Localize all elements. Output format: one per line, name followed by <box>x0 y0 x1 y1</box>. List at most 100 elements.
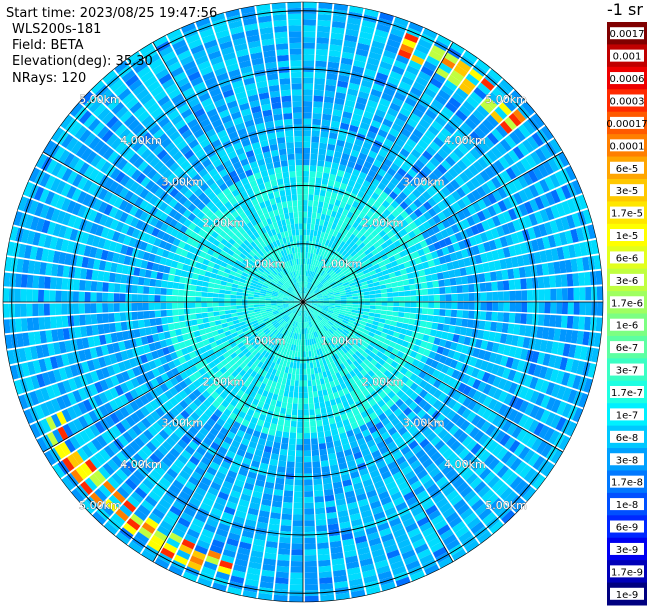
range-gate <box>323 346 329 353</box>
range-gate <box>298 386 303 393</box>
range-gate <box>513 324 521 335</box>
range-gate <box>487 205 497 217</box>
range-gate <box>305 295 310 301</box>
range-gate <box>469 148 481 160</box>
range-gate <box>166 316 174 324</box>
range-gate <box>336 317 343 322</box>
range-gate <box>401 323 409 330</box>
range-gate <box>550 369 560 383</box>
range-gate <box>410 86 423 97</box>
range-gate <box>306 309 310 316</box>
range-gate <box>400 210 409 219</box>
range-gate <box>446 436 457 448</box>
range-gate <box>555 274 562 288</box>
range-gate <box>496 365 506 377</box>
range-gate <box>382 361 391 370</box>
range-gate <box>219 284 226 290</box>
range-gate <box>396 321 403 328</box>
range-gate <box>318 262 323 269</box>
range-gate <box>380 314 387 320</box>
range-gate <box>334 296 341 299</box>
range-gate <box>363 295 370 299</box>
range-gate <box>303 293 305 300</box>
range-gate <box>177 296 184 302</box>
range-gate <box>392 291 399 297</box>
range-gate <box>507 323 515 334</box>
range-gate <box>556 288 563 301</box>
range-gate <box>259 302 266 305</box>
range-gate <box>383 386 392 395</box>
range-gate <box>512 498 526 513</box>
range-gate <box>432 193 442 204</box>
range-gate <box>319 277 325 283</box>
range-gate <box>448 424 460 436</box>
range-gate <box>358 274 366 280</box>
range-gate <box>536 326 544 339</box>
range-gate <box>309 314 313 321</box>
range-gate <box>450 285 458 294</box>
range-gate <box>373 263 380 270</box>
range-gate <box>464 539 480 553</box>
range-gate <box>380 310 387 315</box>
range-gate <box>472 160 484 173</box>
range-gate <box>329 303 335 306</box>
range-gate <box>311 218 316 225</box>
range-gate <box>593 255 602 270</box>
range-gate <box>480 292 487 301</box>
range-gate <box>388 243 396 251</box>
range-gate <box>491 311 498 322</box>
range-gate <box>339 290 346 294</box>
range-gate <box>312 385 318 392</box>
range-gate <box>136 294 143 302</box>
range-gate <box>379 366 387 374</box>
range-gate <box>501 419 513 433</box>
range-gate <box>330 32 344 40</box>
range-gate <box>297 351 301 358</box>
range-gate <box>561 403 573 418</box>
range-gate <box>486 149 498 163</box>
range-gate <box>425 321 433 329</box>
range-gate <box>316 305 323 309</box>
range-gate <box>356 231 363 239</box>
range-gate <box>321 291 328 295</box>
range-gate <box>316 536 329 544</box>
range-gate <box>527 363 537 376</box>
range-gate <box>414 242 423 251</box>
range-gate <box>381 293 388 298</box>
range-gate <box>378 229 387 238</box>
range-gate <box>314 189 321 196</box>
range-gate <box>376 460 387 470</box>
range-gate <box>424 564 440 576</box>
range-gate <box>389 102 401 112</box>
range-gate <box>190 284 197 291</box>
range-gate <box>455 109 468 122</box>
range-gate <box>399 402 409 412</box>
range-gate <box>396 112 409 123</box>
range-gate <box>363 308 370 313</box>
range-gate <box>378 148 388 158</box>
range-gate <box>315 236 320 243</box>
range-gate <box>560 216 570 231</box>
range-gate <box>387 365 395 373</box>
range-gate <box>314 490 324 497</box>
range-gate <box>107 303 114 313</box>
range-gate <box>360 473 371 482</box>
range-gate <box>461 318 469 327</box>
range-gate <box>340 295 347 298</box>
range-gate <box>310 277 314 284</box>
range-gate <box>434 519 448 531</box>
range-gate <box>422 458 434 469</box>
range-gate <box>306 258 310 265</box>
range-gate <box>330 192 338 200</box>
range-gate <box>561 200 572 215</box>
range-gate <box>495 124 508 138</box>
range-gate <box>310 159 318 166</box>
range-gate <box>323 272 329 279</box>
range-gate <box>326 276 333 282</box>
range-gate <box>304 525 316 533</box>
range-gate <box>279 536 291 544</box>
range-gate <box>333 151 343 159</box>
range-gate <box>425 462 437 474</box>
range-gate <box>398 460 410 471</box>
range-gate <box>310 420 317 428</box>
